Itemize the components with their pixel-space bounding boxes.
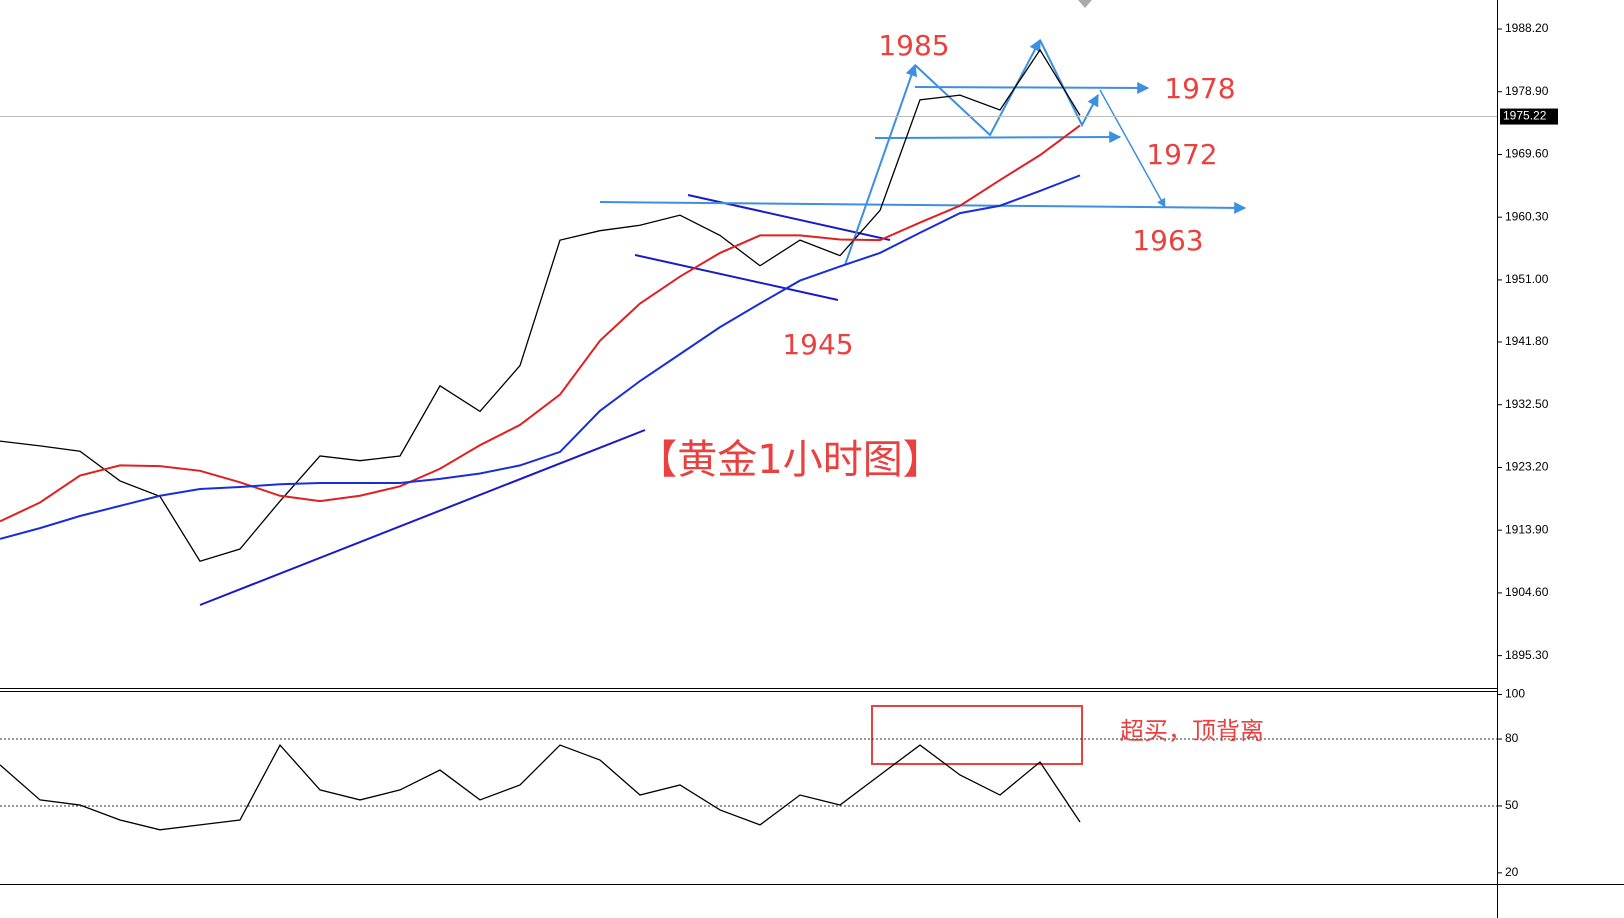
y-tick-label: 1904.60 — [1505, 585, 1549, 599]
y-tick-label: 1932.50 — [1505, 397, 1549, 411]
y-tick-label: 1988.20 — [1505, 21, 1549, 35]
series-line — [0, 48, 1081, 562]
y-tick-label: 1951.00 — [1505, 272, 1549, 286]
annotation: 1963 — [1132, 224, 1203, 257]
current-price-label: 1975.22 — [1503, 109, 1547, 123]
series-line — [0, 174, 1081, 540]
trend-line — [199, 429, 646, 606]
y-tick-label: 50 — [1505, 798, 1519, 812]
trend-arrow — [1039, 39, 1099, 128]
y-tick-label: 1913.90 — [1505, 522, 1549, 536]
y-tick-label: 20 — [1505, 865, 1519, 879]
trend-arrow — [844, 63, 918, 266]
y-tick-label: 1923.20 — [1505, 460, 1549, 474]
series-line — [0, 743, 1081, 831]
trend-line — [634, 254, 839, 301]
y-tick-label: 1969.60 — [1505, 147, 1549, 161]
annotation: 1945 — [782, 328, 853, 361]
y-tick-label: 1941.80 — [1505, 334, 1549, 348]
annotation: 1985 — [878, 29, 949, 62]
current-price-box — [1500, 108, 1558, 125]
y-tick-label: 100 — [1505, 687, 1525, 701]
y-tick-label: 80 — [1505, 731, 1519, 745]
trend-lines — [199, 38, 1247, 765]
annotation: 超买，顶背离 — [1120, 717, 1264, 745]
annotation: 1978 — [1164, 72, 1235, 105]
annotation: 【黄金1小时图】 — [637, 437, 942, 483]
shift-marker — [1078, 0, 1092, 8]
highlight-box — [871, 705, 1083, 765]
y-tick-label: 1978.90 — [1505, 84, 1549, 98]
trend-line — [599, 201, 1247, 214]
annotation: 1972 — [1146, 138, 1217, 171]
trend-arrow — [914, 38, 1041, 137]
y-tick-label: 1960.30 — [1505, 209, 1549, 223]
series-line — [0, 124, 1081, 523]
trend-arrow — [1099, 89, 1166, 208]
trend-line — [874, 131, 1122, 144]
trend-line — [914, 81, 1150, 94]
y-tick-label: 1895.30 — [1505, 648, 1549, 662]
